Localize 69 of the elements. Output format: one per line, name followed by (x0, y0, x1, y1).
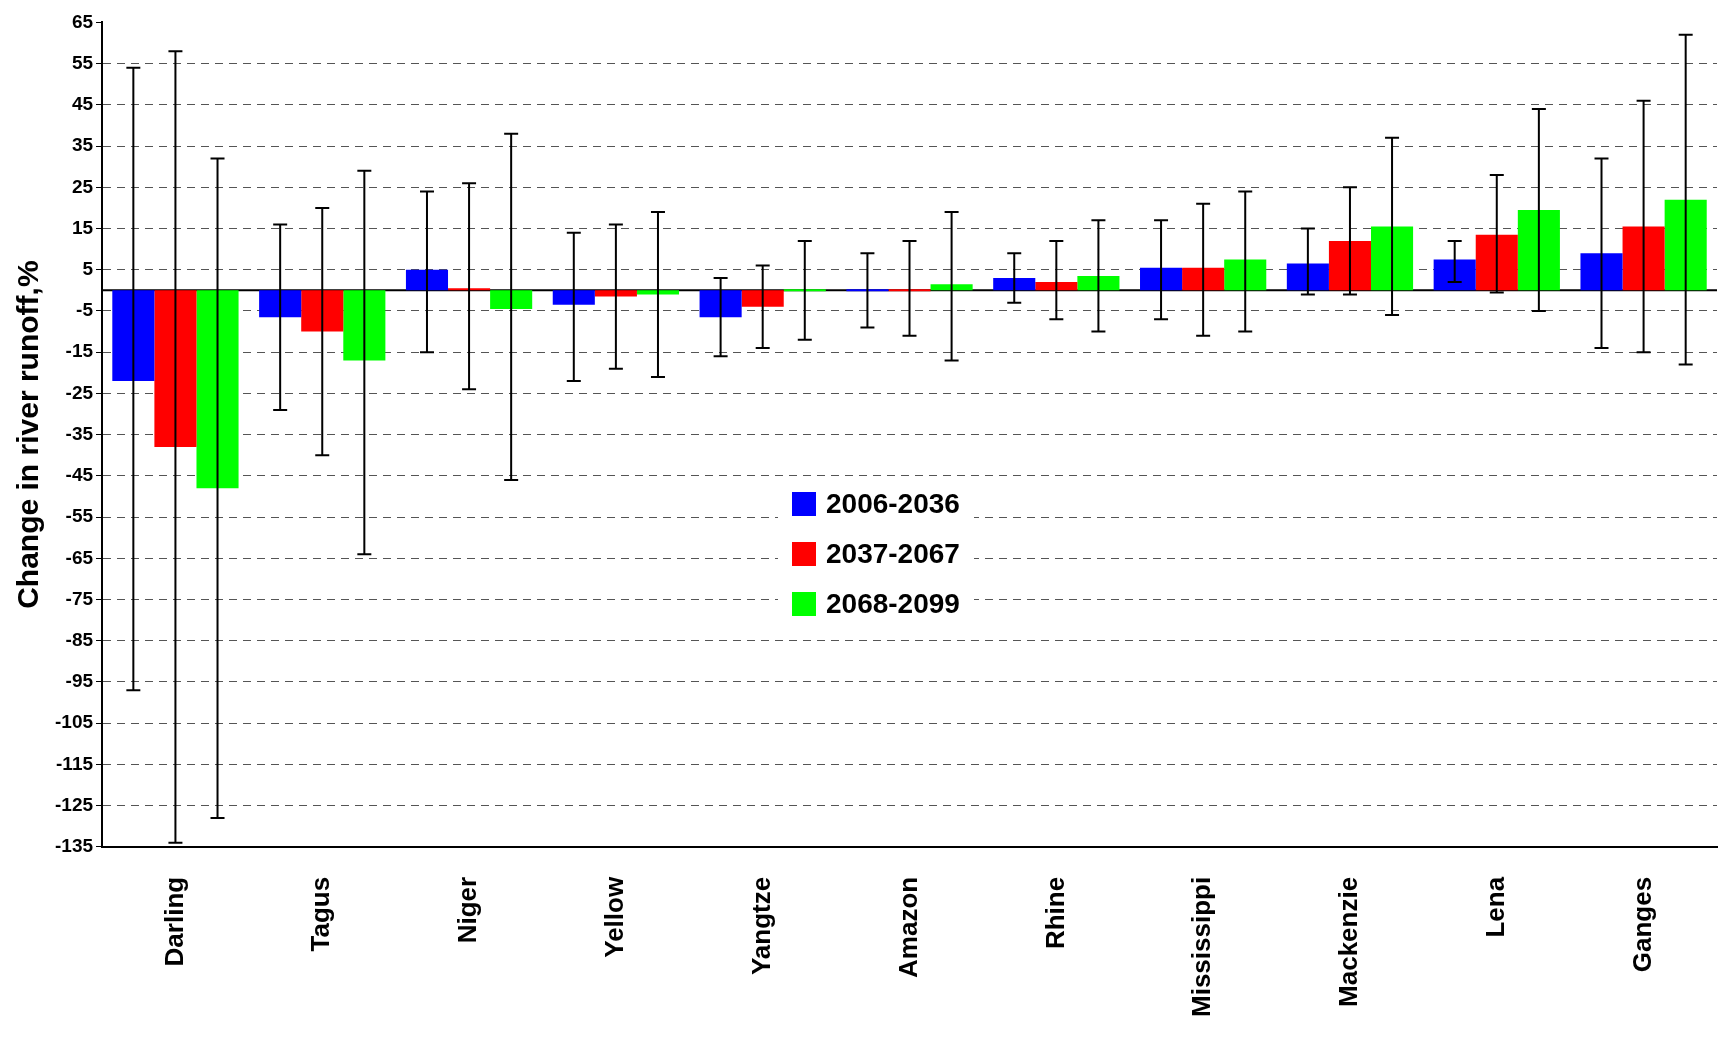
y-tick-label: -35 (65, 422, 94, 444)
x-tick-label: Yangtze (745, 876, 776, 976)
bar (112, 290, 155, 382)
bar (552, 290, 595, 305)
bar (259, 290, 302, 318)
bar (1517, 209, 1560, 291)
bar (1224, 259, 1267, 291)
bar (448, 288, 491, 291)
bar (1433, 259, 1476, 291)
y-tick-label: 55 (71, 51, 94, 73)
bar (1077, 275, 1120, 291)
bar (1371, 226, 1414, 291)
bar (594, 290, 637, 297)
bar (783, 289, 826, 292)
bar (699, 290, 742, 318)
bar (846, 289, 889, 292)
bar (1035, 282, 1078, 291)
y-tick-label: 45 (71, 93, 94, 115)
bar (405, 269, 449, 291)
bar (636, 290, 680, 295)
bar (888, 289, 931, 292)
bar (1286, 263, 1329, 291)
bar (930, 284, 973, 291)
legend-label: 2068-2099 (826, 588, 960, 620)
bar (343, 290, 386, 361)
bar (993, 277, 1036, 291)
x-tick-label: Rhine (1039, 876, 1070, 950)
y-tick-label: -15 (65, 340, 94, 362)
y-tick-label: -55 (65, 505, 94, 527)
x-tick-label: Yellow (599, 876, 630, 958)
y-tick-label: 35 (71, 134, 94, 156)
y-tick-label: -5 (76, 299, 94, 321)
y-tick-label: -25 (65, 381, 94, 403)
y-tick-label: 5 (82, 257, 94, 279)
bar (154, 290, 197, 447)
y-tick-label: -65 (65, 546, 94, 568)
bar (1328, 240, 1371, 291)
y-tick-label: -135 (55, 835, 94, 857)
bar (1475, 234, 1518, 291)
y-tick-label: -95 (65, 670, 94, 692)
y-tick-label: 15 (71, 216, 94, 238)
x-tick-label: Niger (452, 876, 483, 944)
bar (1580, 253, 1623, 291)
bar (196, 290, 239, 489)
y-tick-label: -85 (65, 628, 94, 650)
y-axis-title: Change in river runoff,% (11, 260, 45, 609)
x-tick-label: Mackenzie (1333, 876, 1364, 1007)
bar (301, 290, 344, 332)
legend-label: 2037-2067 (826, 538, 960, 570)
y-tick-label: -45 (65, 464, 94, 486)
bar (741, 290, 784, 307)
x-tick-label: Darling (158, 876, 189, 967)
y-tick-label: -115 (56, 752, 94, 774)
bar (1664, 199, 1707, 291)
y-tick-label: -105 (55, 711, 94, 733)
bar (490, 290, 533, 309)
bar (1140, 267, 1183, 291)
x-tick-label: Lena (1479, 876, 1510, 938)
y-tick-label: -75 (65, 587, 94, 609)
x-tick-label: Tagus (305, 876, 336, 952)
y-tick-label: 25 (71, 175, 94, 197)
bar (1622, 226, 1665, 291)
bar (1182, 267, 1225, 291)
y-tick-label: 65 (71, 10, 94, 32)
x-tick-label: Ganges (1626, 876, 1657, 973)
legend-label: 2006-2036 (826, 488, 960, 520)
x-tick-label: Mississippi (1186, 876, 1217, 1017)
x-tick-label: Amazon (892, 876, 923, 978)
y-tick-label: -125 (55, 793, 94, 815)
